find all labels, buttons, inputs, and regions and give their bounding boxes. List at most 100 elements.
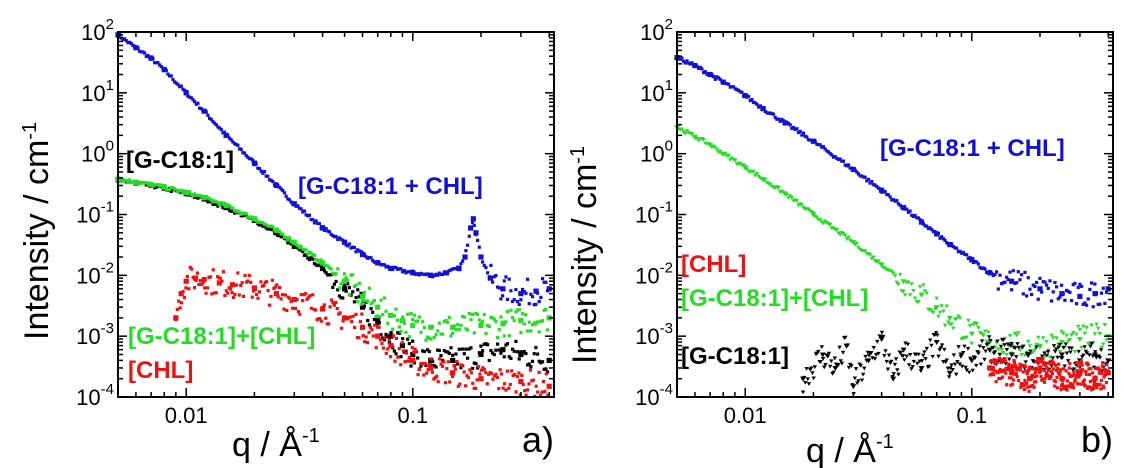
data-dot <box>789 196 795 200</box>
data-dot <box>713 145 718 150</box>
data-dot <box>812 365 818 370</box>
data-dot <box>996 347 1001 352</box>
data-dot <box>806 382 812 386</box>
data-dot <box>423 361 427 366</box>
data-dot <box>364 299 368 303</box>
data-dot <box>1077 361 1081 365</box>
data-dot <box>1018 362 1022 366</box>
data-dot <box>850 383 855 387</box>
data-dot <box>885 192 889 197</box>
data-dot <box>1019 352 1024 357</box>
data-point <box>986 347 993 353</box>
data-dot <box>524 393 528 397</box>
data-dot <box>217 126 222 130</box>
data-dot <box>995 270 999 274</box>
data-dot <box>259 280 263 284</box>
data-dot <box>371 258 375 263</box>
data-dot <box>1005 342 1011 347</box>
data-dot <box>994 358 999 362</box>
data-dot <box>763 177 768 182</box>
data-dot <box>344 243 348 247</box>
data-dot <box>862 249 868 254</box>
data-dot <box>534 322 538 326</box>
data-dot <box>1001 281 1005 285</box>
data-dot <box>871 346 876 350</box>
data-dot <box>1067 366 1071 370</box>
data-dot <box>961 250 965 255</box>
data-point <box>320 306 326 312</box>
data-dot <box>514 310 518 314</box>
data-dot <box>242 211 247 215</box>
data-dot <box>545 328 550 332</box>
data-dot <box>957 362 962 367</box>
data-dot <box>523 389 527 393</box>
data-dot <box>811 376 816 381</box>
data-dot <box>949 363 954 368</box>
data-dot <box>411 269 415 273</box>
data-dot <box>995 339 1000 344</box>
data-dot <box>989 359 994 363</box>
data-dot <box>404 349 408 353</box>
data-dot <box>998 273 1002 277</box>
data-dot <box>435 374 439 378</box>
data-dot <box>205 286 210 290</box>
data-dot <box>489 263 493 267</box>
data-dot <box>1028 287 1032 291</box>
data-dot <box>892 274 898 278</box>
data-point <box>478 376 484 382</box>
data-dot <box>1049 369 1054 374</box>
data-dot <box>129 180 133 184</box>
data-dot <box>414 319 418 323</box>
data-dot <box>399 267 403 271</box>
data-point <box>410 357 416 363</box>
data-dot <box>906 280 911 285</box>
data-dot <box>966 256 970 261</box>
data-dot <box>397 267 401 271</box>
data-dot <box>926 364 932 369</box>
data-dot <box>231 206 235 210</box>
data-dot <box>391 327 395 331</box>
data-dot <box>995 360 999 364</box>
data-dot <box>983 267 987 271</box>
data-dot <box>931 230 935 234</box>
data-dot <box>141 50 145 54</box>
data-dot <box>876 186 881 190</box>
data-dot <box>791 125 796 130</box>
data-dot <box>855 170 859 174</box>
data-dot <box>394 352 398 356</box>
data-dot <box>442 348 446 353</box>
data-dot <box>1013 281 1017 285</box>
data-dot <box>1007 357 1012 362</box>
data-dot <box>530 323 535 327</box>
data-dot <box>820 357 826 361</box>
data-dot <box>515 299 520 304</box>
data-dot <box>456 384 460 388</box>
data-dot <box>451 353 455 357</box>
data-dot <box>168 187 172 191</box>
data-dot <box>819 345 825 350</box>
data-dot <box>1032 367 1036 371</box>
data-dot <box>401 337 405 341</box>
data-point <box>229 282 236 288</box>
data-dot <box>276 295 280 299</box>
data-dot <box>939 343 945 348</box>
data-dot <box>1084 303 1089 307</box>
data-dot <box>335 306 339 311</box>
data-dot <box>513 372 517 377</box>
panel-b-label: b) <box>1081 419 1113 460</box>
panel-a-ticks <box>117 31 554 398</box>
data-point <box>933 340 940 346</box>
data-dot <box>298 312 302 316</box>
data-dot <box>431 275 435 279</box>
data-dot <box>341 280 345 284</box>
data-dot <box>239 147 243 151</box>
data-dot <box>458 382 462 386</box>
data-dot <box>1038 370 1042 374</box>
data-dot <box>694 136 700 141</box>
data-dot <box>880 334 886 339</box>
data-dot <box>507 355 511 359</box>
data-dot <box>1033 284 1037 289</box>
data-point <box>518 318 524 324</box>
data-dot <box>539 295 543 299</box>
data-dot <box>827 364 833 369</box>
